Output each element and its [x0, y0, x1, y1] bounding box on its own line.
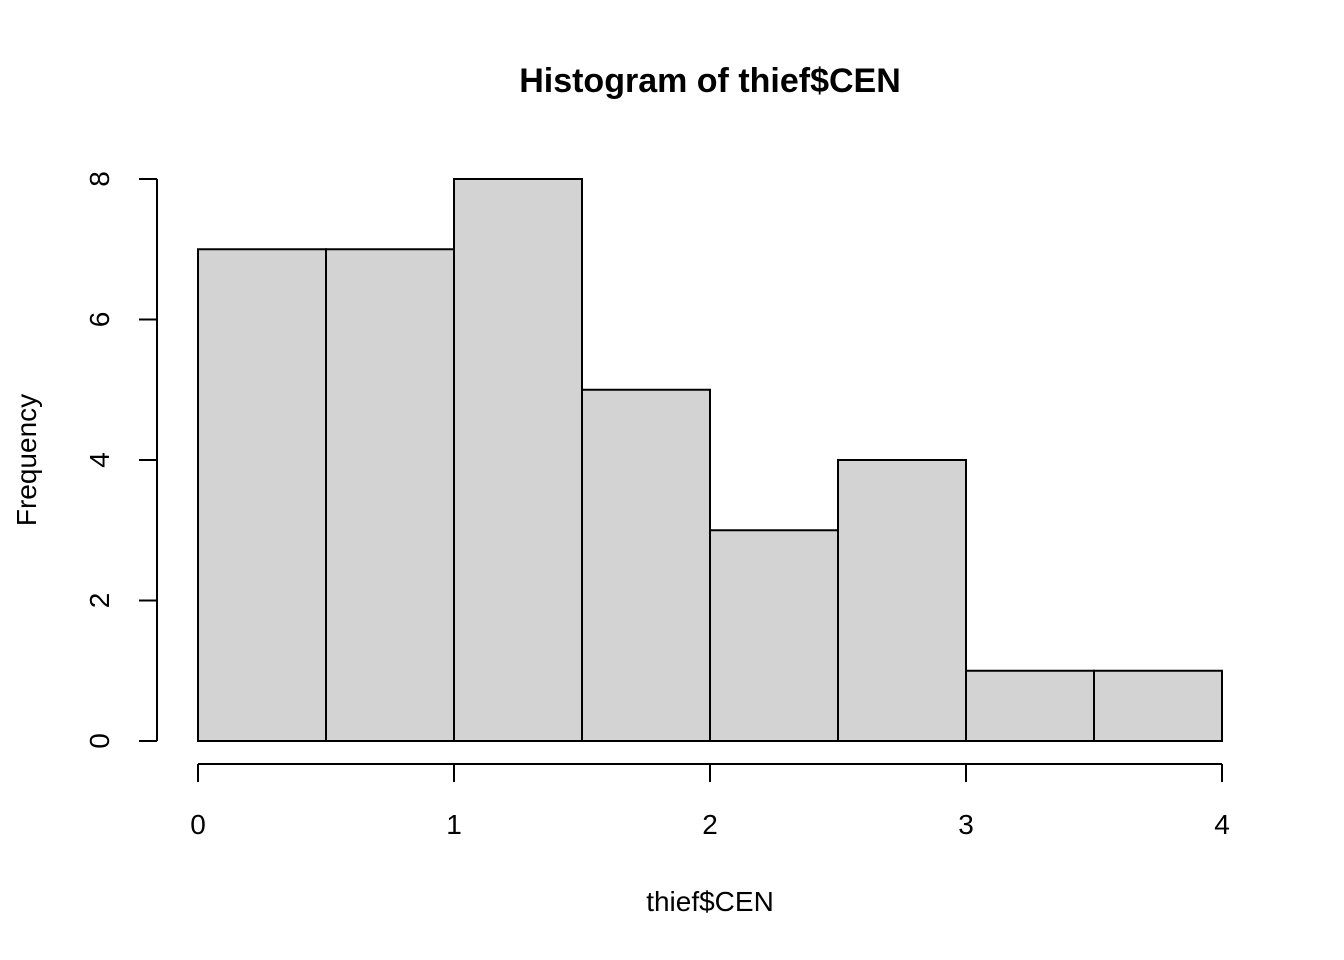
y-axis: 0 2 4 6 8: [84, 171, 158, 749]
y-tick-label: 8: [84, 171, 115, 187]
y-tick-label: 0: [84, 733, 115, 749]
chart-title: Histogram of thief$CEN: [519, 62, 901, 100]
histogram-bar: [709, 529, 839, 742]
histogram-bar: [965, 669, 1095, 742]
y-tick-label: 4: [84, 452, 115, 468]
x-tick-label: 1: [446, 809, 462, 840]
histogram-bar: [1093, 669, 1223, 742]
histogram-bar: [197, 248, 327, 742]
x-tick-label: 3: [958, 809, 974, 840]
x-tick-label: 4: [1214, 809, 1230, 840]
y-axis-label: Frequency: [11, 394, 42, 526]
x-tick-label: 2: [702, 809, 718, 840]
histogram-bar: [453, 178, 583, 742]
y-tick-label: 6: [84, 312, 115, 328]
x-axis-label: thief$CEN: [646, 886, 774, 917]
histogram-bar: [325, 248, 455, 742]
histogram-bar: [837, 459, 967, 742]
x-axis: 0 1 2 3 4: [190, 763, 1230, 840]
y-tick-label: 2: [84, 593, 115, 609]
x-tick-label: 0: [190, 809, 206, 840]
histogram-bar: [581, 388, 711, 742]
histogram-bars: [197, 178, 1223, 742]
